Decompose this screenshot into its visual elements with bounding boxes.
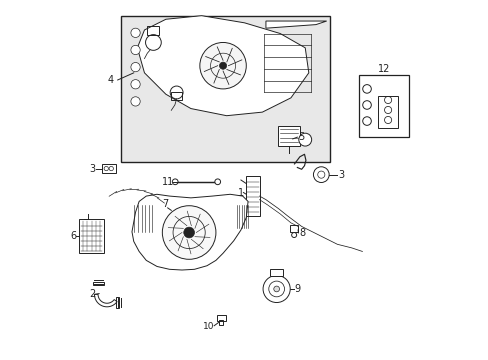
Bar <box>147 26 159 35</box>
Bar <box>290 225 298 232</box>
Text: 3: 3 <box>89 163 95 174</box>
Bar <box>218 320 223 325</box>
Circle shape <box>183 227 194 238</box>
Circle shape <box>214 179 220 185</box>
Text: 4: 4 <box>107 75 113 85</box>
Text: 11: 11 <box>161 177 173 187</box>
Bar <box>269 269 283 276</box>
Circle shape <box>219 62 226 69</box>
Bar <box>246 176 259 216</box>
Polygon shape <box>265 21 326 28</box>
Bar <box>171 93 182 100</box>
Circle shape <box>291 233 296 238</box>
Bar <box>80 219 103 253</box>
Circle shape <box>131 97 140 106</box>
Circle shape <box>131 80 140 89</box>
Circle shape <box>109 166 113 171</box>
Text: 3: 3 <box>337 170 344 180</box>
Circle shape <box>170 86 183 99</box>
Circle shape <box>131 45 140 55</box>
Circle shape <box>131 28 140 37</box>
Text: 9: 9 <box>294 284 300 294</box>
Circle shape <box>162 206 216 259</box>
Bar <box>278 126 299 146</box>
Text: 7: 7 <box>162 199 168 209</box>
Circle shape <box>273 286 279 292</box>
Text: 2: 2 <box>89 289 95 299</box>
Bar <box>102 164 116 173</box>
Circle shape <box>145 35 161 50</box>
Bar <box>116 297 119 308</box>
Circle shape <box>200 42 246 89</box>
Bar <box>216 315 225 321</box>
Circle shape <box>298 133 311 146</box>
Bar <box>121 16 329 162</box>
Polygon shape <box>132 194 247 270</box>
Circle shape <box>131 63 140 72</box>
Text: 12: 12 <box>377 64 389 74</box>
Bar <box>93 282 104 285</box>
Polygon shape <box>137 16 308 116</box>
Circle shape <box>313 167 328 183</box>
Circle shape <box>172 179 178 185</box>
Text: 8: 8 <box>299 228 305 238</box>
Bar <box>378 96 397 128</box>
Circle shape <box>104 166 108 171</box>
Bar <box>358 75 408 137</box>
Text: 6: 6 <box>70 231 76 242</box>
Polygon shape <box>94 294 117 307</box>
Text: 5: 5 <box>298 132 304 142</box>
Circle shape <box>263 275 290 302</box>
Text: 10: 10 <box>203 322 214 331</box>
Text: 1: 1 <box>237 188 244 198</box>
